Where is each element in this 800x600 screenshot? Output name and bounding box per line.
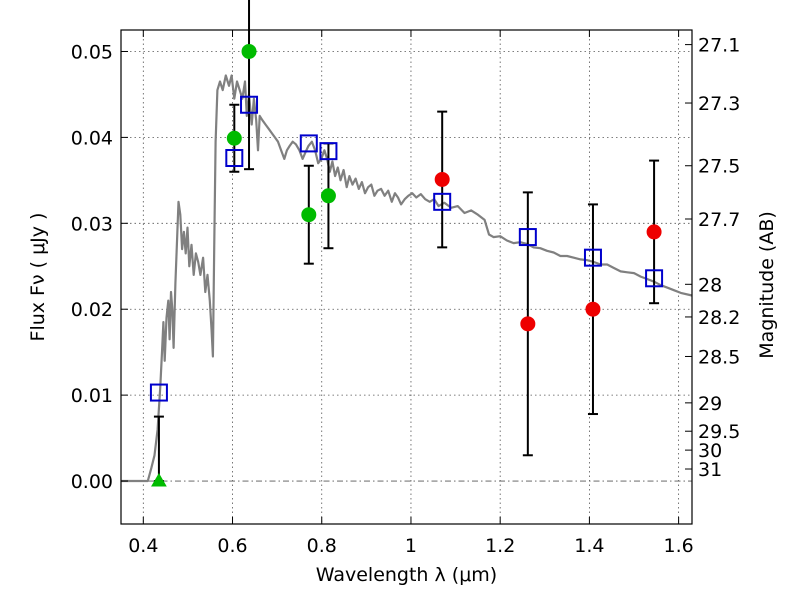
y-right-tick-label: 31 [698, 459, 722, 481]
y-tick-label: 0.05 [71, 41, 113, 63]
model-photometry-square [518, 228, 537, 247]
model-photometry-square [149, 383, 168, 402]
y-tick-label: 0.04 [71, 127, 113, 149]
observed-flux-point [241, 43, 257, 59]
observed-flux-point [226, 130, 242, 146]
x-axis-label: Wavelength λ (μm) [316, 564, 497, 586]
observed-flux-point [320, 188, 336, 204]
y-right-tick-label: 28.5 [698, 346, 740, 368]
observed-flux-point [520, 316, 536, 332]
model-photometry-square [583, 248, 602, 267]
y-right-tick-label: 29.5 [698, 421, 740, 443]
y-right-tick-label: 30 [698, 440, 722, 462]
y-right-tick-label: 27.1 [698, 35, 740, 57]
y-right-tick-label: 27.5 [698, 156, 740, 178]
observed-flux-point [646, 224, 662, 240]
x-tick-label: 1.6 [664, 535, 694, 557]
x-tick-label: 1.4 [574, 535, 604, 557]
x-tick-label: 0.4 [128, 535, 158, 557]
y-tick-label: 0.00 [71, 471, 113, 493]
axes-layer: 0.4 0.6 0.8 1 1.2 1.4 1.6 0.00 0.01 0.02 0.03 0.04 0… [71, 30, 740, 557]
y-tick-label: 0.02 [71, 299, 113, 321]
plot-area [121, 0, 693, 487]
model-photometry-square [299, 134, 318, 153]
plot-frame [120, 29, 693, 525]
y-right-tick-label: 28 [698, 274, 722, 296]
x-tick-label: 1.2 [485, 535, 515, 557]
y-tick-label: 0.03 [71, 213, 113, 235]
x-tick-label: 0.6 [217, 535, 247, 557]
model-photometry-square [225, 149, 244, 168]
observed-flux-point [301, 207, 317, 223]
y-tick-label: 0.01 [71, 385, 113, 407]
y-axis-label: Flux Fν ( μJy ) [27, 213, 49, 342]
y-right-tick-label: 28.2 [698, 307, 740, 329]
y-right-tick-label: 29 [698, 393, 722, 415]
model-photometry-square [645, 269, 664, 288]
y-axis-right-label: Magnitude (AB) [756, 211, 778, 359]
model-photometry-square [240, 95, 259, 114]
y-right-tick-label: 27.7 [698, 209, 740, 231]
observed-flux-point [585, 301, 601, 317]
model-photometry-square [433, 192, 452, 211]
x-tick-label: 1 [405, 535, 417, 557]
observed-flux-point [434, 171, 450, 187]
x-tick-label: 0.8 [307, 535, 337, 557]
y-right-tick-label: 27.3 [698, 93, 740, 115]
observed-upper-limit-triangle [151, 473, 167, 487]
model-photometry-square [319, 142, 338, 161]
model-sed-line [121, 74, 693, 483]
